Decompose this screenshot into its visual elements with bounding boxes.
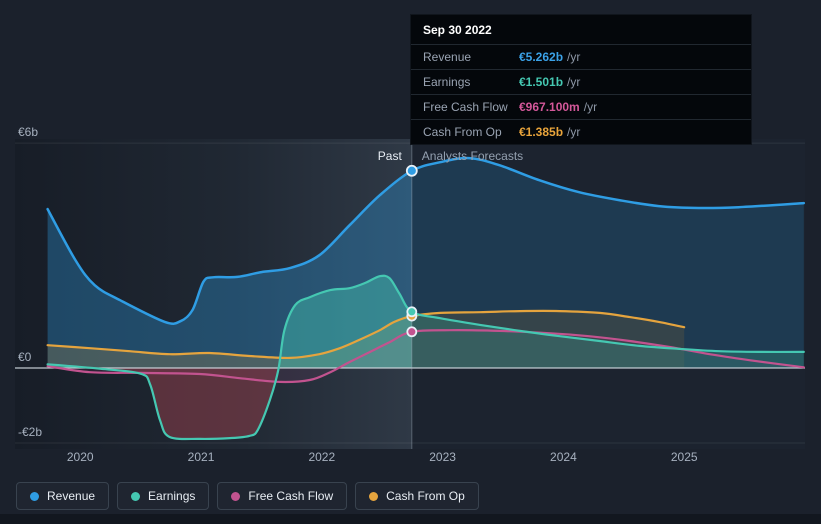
revenue-dot-icon [30, 491, 39, 501]
revenue-line [46, 156, 806, 325]
cash-from-op-dot-icon [369, 491, 379, 501]
cash-from-op-line [46, 309, 686, 360]
tooltip-row-free-cash-flow: Free Cash Flow €967.100m/yr [411, 94, 751, 119]
revenue-today-marker[interactable] [405, 164, 418, 177]
tooltip-unit: /yr [583, 100, 598, 114]
free-cash-flow-dot-icon [231, 491, 241, 501]
x-tick-label: 2024 [550, 450, 577, 464]
legend-item-free-cash-flow[interactable]: Free Cash Flow [217, 482, 348, 510]
legend-label-revenue: Revenue [47, 489, 96, 503]
tooltip-label-cash-from-op: Cash From Op [423, 125, 502, 139]
tooltip-value-cash-from-op: €1.385b/yr [519, 125, 581, 139]
tooltip-value-revenue: €5.262b/yr [519, 50, 581, 64]
tooltip-value-earnings: €1.501b/yr [519, 75, 581, 89]
free-cash-flow-today-marker[interactable] [406, 326, 418, 338]
analysts-forecasts-label: Analysts Forecasts [422, 149, 523, 163]
x-tick-label: 2020 [67, 450, 94, 464]
x-tick-label: 2022 [308, 450, 335, 464]
legend-item-earnings[interactable]: Earnings [117, 482, 210, 510]
chart-legend: Revenue Earnings Free Cash Flow Cash Fro… [16, 482, 479, 510]
legend-label-cash-from-op: Cash From Op [386, 489, 465, 503]
tooltip-value-free-cash-flow: €967.100m/yr [519, 100, 598, 114]
tooltip-unit: /yr [567, 75, 581, 89]
earnings-line [46, 274, 805, 441]
x-tick-label: 2025 [671, 450, 698, 464]
free-cash-flow-line [46, 329, 805, 384]
legend-label-free-cash-flow: Free Cash Flow [248, 489, 334, 503]
y-tick-label: €0 [18, 350, 32, 364]
forecast-chart[interactable]: €6b €0 -€2b 2020 2021 2022 2023 2024 2025 Past Ana… [0, 0, 821, 470]
tooltip-label-earnings: Earnings [423, 75, 471, 89]
earnings-area-negative [92, 368, 279, 440]
tooltip-label-free-cash-flow: Free Cash Flow [423, 100, 508, 114]
tooltip-row-earnings: Earnings €1.501b/yr [411, 69, 751, 94]
tooltip-unit: /yr [567, 125, 581, 139]
x-tick-label: 2021 [188, 450, 215, 464]
earnings-today-marker[interactable] [406, 306, 418, 318]
past-label: Past [378, 149, 403, 163]
bottom-strip [0, 514, 821, 524]
x-tick-label: 2023 [429, 450, 456, 464]
y-tick-label: €6b [18, 125, 38, 139]
earnings-dot-icon [131, 491, 141, 501]
tooltip-label-revenue: Revenue [423, 50, 472, 64]
tooltip-row-revenue: Revenue €5.262b/yr [411, 44, 751, 69]
tooltip-date: Sep 30 2022 [423, 23, 492, 37]
forecast-dim-overlay [411, 139, 805, 449]
tooltip-unit: /yr [567, 50, 581, 64]
forecast-region[interactable] [411, 139, 805, 449]
earnings-area-positive [47, 275, 804, 369]
tooltip-row-cash-from-op: Cash From Op €1.385b/yr [411, 119, 751, 144]
legend-item-cash-from-op[interactable]: Cash From Op [355, 482, 479, 510]
legend-item-revenue[interactable]: Revenue [16, 482, 110, 510]
chart-tooltip: Sep 30 2022 Revenue €5.262b/yr Earnings … [410, 14, 752, 145]
y-tick-label: -€2b [18, 425, 42, 439]
legend-label-earnings: Earnings [148, 489, 196, 503]
